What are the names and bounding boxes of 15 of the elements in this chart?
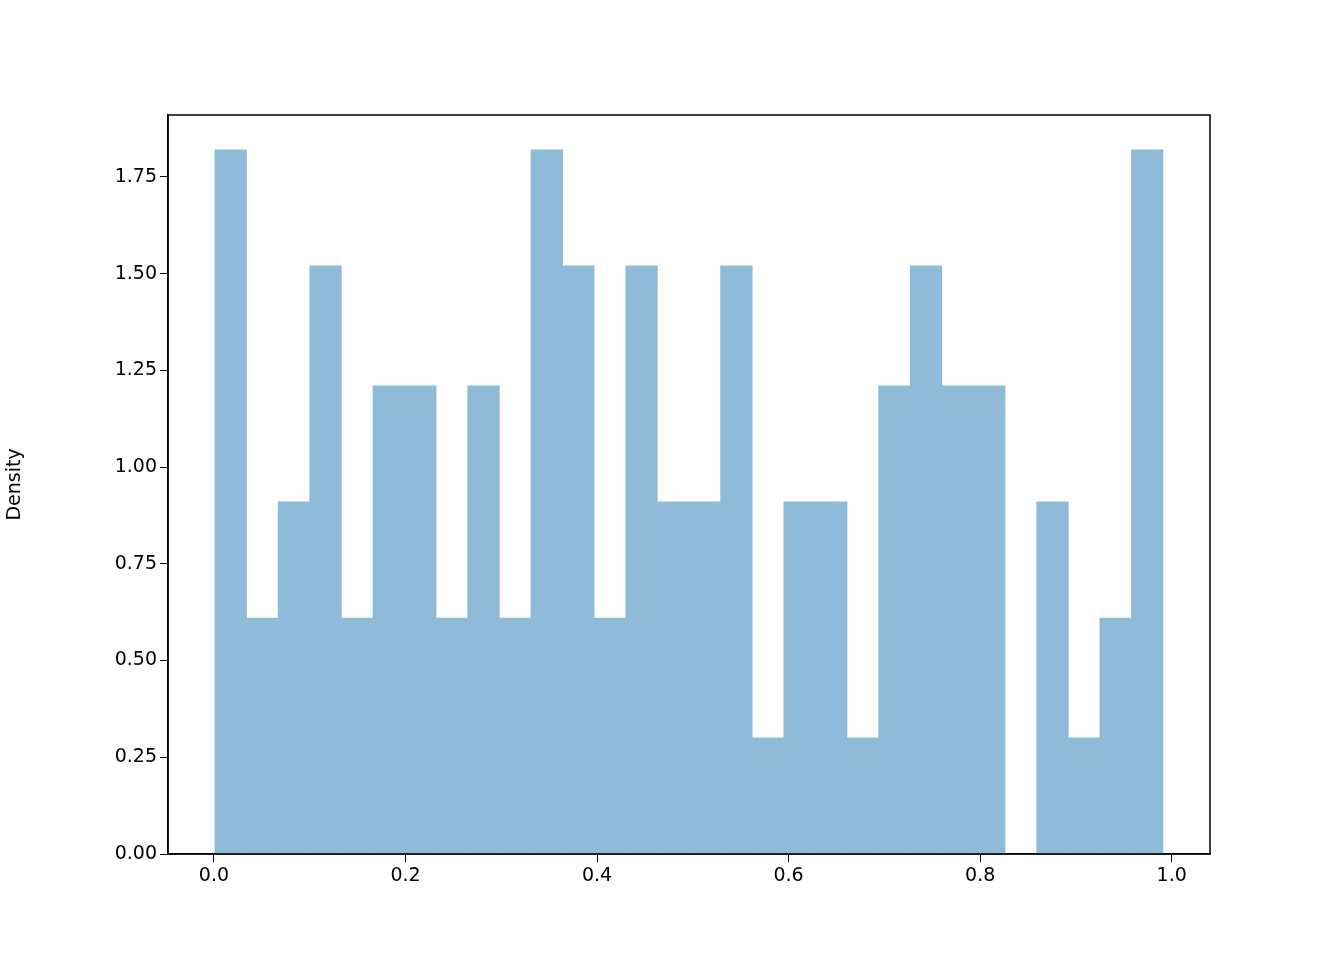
y-tick-label: 0.50 bbox=[114, 647, 157, 670]
x-tick-label: 0.0 bbox=[198, 863, 230, 886]
y-tick-label: 1.25 bbox=[114, 357, 157, 380]
x-tick-label: 0.8 bbox=[965, 863, 996, 886]
y-tick-label: 0.25 bbox=[114, 744, 157, 767]
y-tick-label: 1.75 bbox=[114, 163, 157, 186]
y-axis-title: Density bbox=[2, 448, 25, 521]
y-tick-label: 0.00 bbox=[114, 840, 157, 863]
x-tick-label: 0.2 bbox=[390, 863, 421, 886]
y-tick-label: 1.50 bbox=[114, 260, 157, 283]
y-tick-label: 0.75 bbox=[114, 550, 157, 573]
x-tick-label: 0.4 bbox=[581, 863, 613, 886]
y-tick-label: 1.00 bbox=[114, 454, 157, 477]
x-tick-label: 0.6 bbox=[773, 863, 804, 886]
x-tick-label: 1.0 bbox=[1156, 863, 1187, 886]
